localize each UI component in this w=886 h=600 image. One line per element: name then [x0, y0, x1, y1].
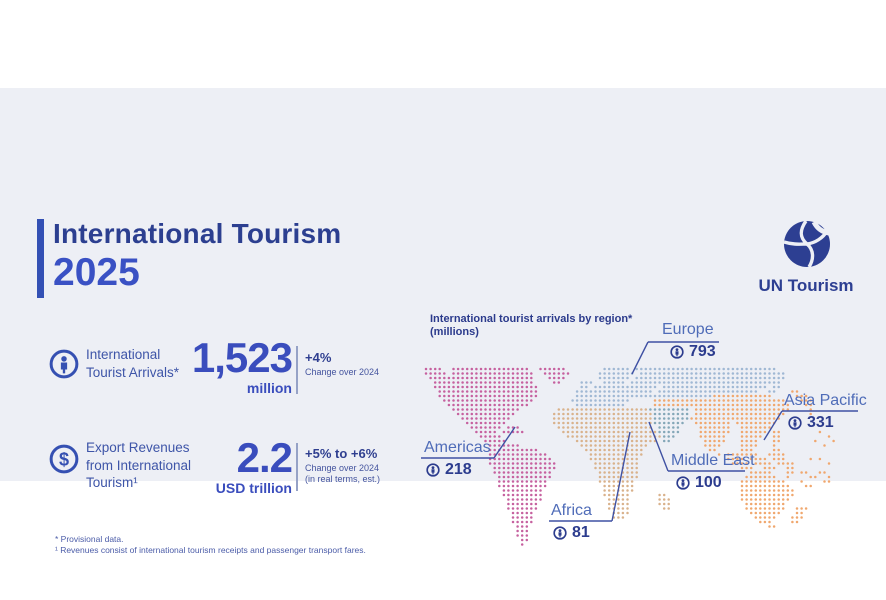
export-revenues-icon: $ [49, 444, 79, 474]
callout-middle-east-label: Middle East [671, 452, 755, 469]
callout-africa-label: Africa [551, 502, 592, 519]
footnote-provisional: * Provisional data. [55, 534, 124, 544]
revenues-unit: USD trillion [215, 480, 292, 496]
arrivals-change: +4% Change over 2024 [305, 350, 390, 378]
un-tourism-wordmark: UN Tourism [758, 276, 854, 295]
asia-pacific-number: 331 [807, 414, 834, 431]
revenues-change: +5% to +6% Change over 2024 (in real ter… [305, 446, 390, 486]
middle-east-number: 100 [695, 474, 722, 491]
footnote-revenues: ¹ Revenues consist of international tour… [55, 545, 366, 556]
callout-middle-east-value: 100 [676, 474, 722, 492]
arrivals-change-note: Change over 2024 [305, 367, 380, 377]
revenues-change-note: Change over 2024 [305, 463, 380, 473]
page-title-year: 2025 [53, 251, 140, 294]
arrivals-mini-icon [676, 476, 690, 490]
callout-americas-value: 218 [426, 461, 472, 479]
arrivals-unit: million [246, 380, 292, 396]
page-title: International Tourism [53, 218, 342, 249]
tourist-arrivals-icon [49, 349, 79, 379]
arrivals-mini-icon [788, 416, 802, 430]
callout-asia-pacific-value: 331 [788, 414, 834, 432]
arrivals-label: International Tourist Arrivals* [86, 347, 180, 380]
arrivals-change-pct: +4% [305, 350, 332, 365]
arrivals-mini-icon [553, 526, 567, 540]
callout-asia-pacific-label: Asia Pacific [784, 392, 867, 409]
callout-europe-value: 793 [670, 343, 716, 361]
divider [296, 346, 298, 394]
un-tourism-logo-icon [783, 220, 830, 268]
arrivals-number: 1,523 [191, 334, 293, 381]
infographic-card: International Tourism 2025 UN Tourism In… [0, 88, 886, 555]
arrivals-mini-icon [670, 345, 684, 359]
footnotes: * Provisional data. ¹ Revenues consist o… [55, 534, 366, 557]
dotted-world-map [424, 367, 835, 546]
callout-europe-label: Europe [662, 321, 714, 338]
map-subtitle: (millions) [430, 326, 479, 338]
map-title: International tourist arrivals by region… [430, 313, 633, 325]
arrivals-value: 1,523 million [190, 334, 293, 397]
callout-americas-label: Americas [424, 439, 491, 456]
americas-number: 218 [445, 461, 472, 478]
revenues-value: 2.2 USD trillion [190, 434, 293, 497]
title-accent-bar [37, 219, 44, 298]
callout-africa-value: 81 [553, 524, 590, 542]
arrivals-mini-icon [426, 463, 440, 477]
callout-leader-lines [421, 341, 858, 522]
svg-text:$: $ [59, 449, 69, 469]
africa-number: 81 [572, 524, 590, 541]
revenues-number: 2.2 [236, 434, 293, 481]
revenues-label: Export Revenues from International Touri… [86, 440, 192, 491]
revenues-change-note2: (in real terms, est.) [305, 474, 381, 485]
revenues-change-pct: +5% to +6% [305, 446, 378, 461]
divider [296, 443, 298, 491]
europe-number: 793 [689, 343, 716, 360]
